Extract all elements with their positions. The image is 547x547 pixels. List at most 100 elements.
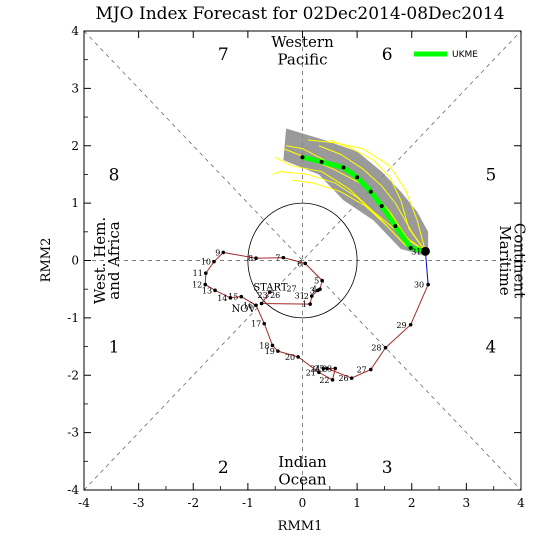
x-tick-label: 0	[299, 496, 307, 510]
legend-label-ukme: UKME	[452, 50, 478, 60]
observed-point	[204, 271, 208, 275]
observed-point	[330, 378, 335, 382]
observed-point	[259, 301, 264, 306]
y-tick-label: 3	[71, 81, 79, 95]
x-tick-label: 1	[353, 496, 361, 510]
observed-point	[333, 366, 338, 371]
observed-point-label: 2	[304, 292, 309, 301]
region-label-top: Pacific	[278, 50, 328, 68]
ukme-forecast-point	[341, 165, 346, 170]
phase-label: 6	[382, 45, 393, 65]
observed-point-label: 8	[248, 254, 253, 263]
ensemble-member-line	[329, 139, 426, 252]
x-tick-label: -4	[78, 496, 90, 510]
start-label: START	[253, 282, 288, 293]
observed-point	[213, 288, 217, 293]
observed-point-label: 21	[306, 368, 316, 377]
x-tick-label: 3	[463, 496, 471, 510]
y-tick-label: 2	[71, 139, 79, 153]
region-label-bottom: Ocean	[278, 470, 327, 488]
analysis-link-line	[424, 251, 429, 285]
observed-point-label: 26	[270, 291, 280, 300]
observed-point-label: 19	[265, 347, 275, 356]
phase-label: 8	[109, 165, 120, 185]
y-tick-label: 4	[71, 24, 79, 38]
observed-point-label: 14	[217, 294, 227, 303]
observed-point-label: 27	[286, 284, 296, 293]
y-tick-label: -2	[67, 368, 79, 382]
observed-point	[308, 302, 312, 306]
observed-point	[254, 303, 258, 308]
observed-point-label: 13	[202, 286, 212, 295]
observed-point	[303, 261, 308, 266]
region-label-right: Continent	[510, 223, 528, 298]
observed-point	[228, 295, 233, 300]
observed-point	[221, 250, 226, 255]
observed-point-label: 20	[285, 353, 295, 362]
y-axis-label: RMM2	[39, 238, 54, 283]
observed-point	[254, 256, 258, 261]
region-label-left: West. Hem.	[91, 217, 109, 304]
observed-point-label: 18	[259, 341, 269, 350]
observed-point	[212, 259, 216, 264]
observed-point	[267, 290, 272, 294]
phase-label: 7	[218, 45, 229, 65]
observed-point-label: 26	[338, 374, 348, 383]
ukme-forecast-point	[355, 175, 360, 180]
observed-point-label: 11	[193, 269, 203, 278]
x-tick-label: -2	[187, 496, 199, 510]
ukme-forecast-point	[393, 224, 398, 229]
observed-point-label: 22	[319, 376, 329, 385]
nov-label: NOV	[231, 304, 256, 315]
phase-label: 3	[382, 458, 393, 478]
observed-point-label: 25	[314, 364, 324, 373]
phase-label: 5	[486, 165, 497, 185]
observed-point	[281, 255, 286, 260]
observed-point-label: 29	[396, 321, 406, 330]
x-axis-label: RMM1	[278, 519, 323, 534]
observed-point-label: 10	[201, 258, 211, 267]
diagonal-guide	[83, 30, 522, 491]
observed-point-label: 31	[411, 247, 421, 256]
observed-point	[321, 366, 326, 371]
x-tick-label: -3	[133, 496, 145, 510]
ensemble-member-line	[307, 139, 426, 252]
ukme-forecast-point	[408, 245, 413, 250]
observed-point	[239, 294, 244, 299]
observed-point	[309, 294, 314, 298]
ukme-forecast-point	[379, 203, 384, 208]
observed-point-label: 28	[371, 344, 381, 353]
ukme-forecast-point	[319, 159, 324, 164]
ukme-forecast-point	[368, 189, 373, 194]
region-label-top: Western	[271, 33, 334, 51]
ukme-forecast-point	[300, 155, 305, 160]
observed-point	[203, 282, 208, 287]
observed-point	[320, 278, 324, 283]
x-tick-label: 2	[408, 496, 416, 510]
legend: UKME	[414, 50, 478, 60]
y-tick-label: -4	[67, 483, 79, 497]
observed-point-label: 12	[192, 281, 202, 290]
current-analysis-point	[420, 246, 430, 256]
diagonal-guide	[83, 30, 522, 491]
observed-point-label: 7	[275, 254, 280, 263]
observed-point	[296, 355, 300, 359]
x-tick-label: -1	[242, 496, 254, 510]
y-tick-label: -1	[67, 311, 79, 325]
y-tick-label: -3	[67, 426, 79, 440]
observed-point	[262, 321, 267, 326]
observed-point-label: 24	[310, 364, 320, 373]
observed-point	[349, 376, 354, 380]
y-tick-label: 1	[71, 196, 79, 210]
observed-point	[270, 343, 275, 348]
y-tick-label: 0	[71, 254, 79, 268]
ensemble-member-line	[318, 145, 426, 252]
region-label-bottom: Indian	[278, 453, 327, 471]
observed-point-label: 6	[297, 259, 302, 268]
observed-point	[318, 287, 322, 291]
region-label-right: Maritime	[496, 225, 514, 295]
observed-point	[368, 367, 373, 372]
region-label-left: and Africa	[105, 221, 123, 299]
